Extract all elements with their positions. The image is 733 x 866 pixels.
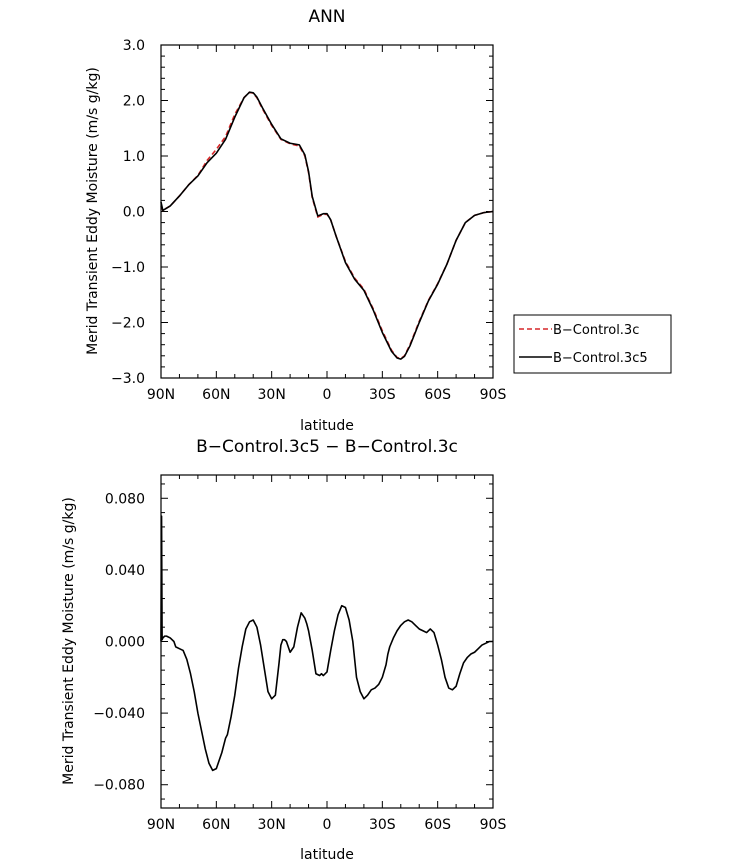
top-chart-title: ANN xyxy=(308,7,345,27)
top-series-line-0 xyxy=(160,91,494,360)
bottom-y-tick-label: −0.040 xyxy=(93,706,145,722)
top-y-tick-label: −2.0 xyxy=(111,316,145,332)
bottom-panel: B−Control.3c5 − B−Control.3c latitude Me… xyxy=(61,437,506,863)
bottom-y-axis-label: Merid Transient Eddy Moisture (m/s g/kg) xyxy=(61,497,77,785)
bottom-series-line-0 xyxy=(160,515,493,772)
bottom-y-tick-label: 0.080 xyxy=(105,491,145,507)
bottom-series-lines xyxy=(160,515,493,772)
top-y-tick-label: 0.0 xyxy=(123,205,145,221)
top-series-line-1 xyxy=(160,91,494,360)
top-panel: ANN latitude Merid Transient Eddy Moistu… xyxy=(85,7,506,434)
top-y-tick-label: 2.0 xyxy=(123,94,145,110)
bottom-axis-ticks: 90N 60N 30N 0 30S 60S 90S −0.080 −0.040 0.000 0.04… xyxy=(93,475,506,833)
bottom-x-tick-label: 30S xyxy=(369,817,396,833)
top-x-axis-label: latitude xyxy=(300,418,354,434)
legend-entry-control-3c5: B−Control.3c5 xyxy=(553,351,648,366)
top-x-tick-label: 60N xyxy=(202,387,230,403)
bottom-x-tick-label: 90S xyxy=(480,817,507,833)
bottom-y-tick-label: 0.000 xyxy=(105,635,145,651)
legend: B−Control.3c B−Control.3c5 xyxy=(513,314,672,374)
top-x-tick-label: 0 xyxy=(323,387,332,403)
bottom-x-tick-label: 60N xyxy=(202,817,230,833)
top-axis-ticks: 90N 60N 30N 0 30S 60S 90S −3.0 −2.0 −1.0 0.0 1.0 2.0… xyxy=(111,38,506,403)
bottom-plot-frame xyxy=(160,474,494,809)
bottom-chart-title: B−Control.3c5 − B−Control.3c xyxy=(196,437,458,457)
bottom-x-tick-label: 30N xyxy=(258,817,286,833)
top-y-tick-label: 1.0 xyxy=(123,149,145,165)
top-x-tick-label: 30S xyxy=(369,387,396,403)
top-plot-frame xyxy=(160,44,494,379)
legend-entry-control-3c: B−Control.3c xyxy=(553,323,639,338)
bottom-x-axis-label: latitude xyxy=(300,847,354,863)
bottom-x-tick-label: 0 xyxy=(323,817,332,833)
top-y-tick-label: −3.0 xyxy=(111,371,145,387)
bottom-x-tick-label: 60S xyxy=(424,817,451,833)
top-x-tick-label: 90S xyxy=(480,387,507,403)
top-y-tick-label: 3.0 xyxy=(123,38,145,54)
top-series-lines xyxy=(160,91,494,360)
bottom-x-tick-label: 90N xyxy=(147,817,175,833)
top-x-tick-label: 60S xyxy=(424,387,451,403)
top-y-axis-label: Merid Transient Eddy Moisture (m/s g/kg) xyxy=(85,67,101,355)
top-y-tick-label: −1.0 xyxy=(111,260,145,276)
bottom-y-tick-label: −0.080 xyxy=(93,778,145,794)
bottom-y-tick-label: 0.040 xyxy=(105,563,145,579)
legend-box xyxy=(513,314,672,374)
top-x-tick-label: 30N xyxy=(258,387,286,403)
top-x-tick-label: 90N xyxy=(147,387,175,403)
